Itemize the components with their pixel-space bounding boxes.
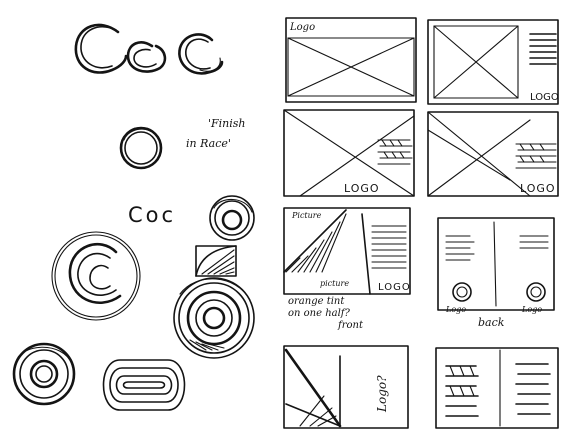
- panel-5-note-line-1: orange tint: [288, 296, 345, 307]
- panel-5-note-line-2: on one half?: [288, 308, 350, 319]
- coc-wordmark-sketch-large: [74, 23, 224, 75]
- swirl-mark-sketch-small: [209, 195, 255, 241]
- panel-4-logo-label: LOGO: [520, 182, 556, 195]
- note-line-1: 'Finish: [208, 117, 246, 130]
- panel-6-logo-label-right: Logo: [521, 305, 542, 314]
- panel-5-logo-label: LOGO: [378, 282, 411, 293]
- right-page: Logo LOGO LOGO LOGO: [283, 17, 559, 429]
- thumbnail-panel-7: Logo?: [283, 345, 409, 429]
- panel-1-logo-label: Logo: [289, 22, 315, 33]
- thumbnail-panel-2: LOGO: [427, 19, 559, 105]
- thumbnail-panel-5-front: Picture picture LOGO: [283, 207, 411, 295]
- thumbnail-panel-6-back: Logo Logo: [437, 217, 555, 314]
- hatched-quarter-sketch: [195, 245, 237, 277]
- coc-wordmark-small: Coc: [128, 203, 176, 227]
- thumbnail-panel-8: [435, 347, 559, 429]
- panel-6-back-label: back: [478, 316, 505, 329]
- panel-7-logo-label: Logo?: [375, 375, 389, 413]
- bullseye-mark-sketch: [12, 342, 76, 406]
- ring-mark-sketch: [119, 126, 163, 170]
- thumbnail-panel-1: Logo: [285, 17, 417, 103]
- c-spiral-mark-sketch: [51, 231, 141, 321]
- panel-5-picture-top: Picture: [291, 211, 322, 220]
- race-track-mark-sketch: [102, 359, 186, 411]
- thumbnail-panel-3: LOGO: [283, 109, 415, 197]
- note-line-2: in Race': [186, 137, 231, 150]
- layered-ring-mark-sketch: [173, 277, 255, 359]
- panel-3-logo-label: LOGO: [344, 182, 380, 195]
- left-page: 'Finish in Race' Coc: [12, 23, 255, 411]
- panel-5-note-line-3: front: [337, 320, 364, 331]
- panel-5-picture-bottom: picture: [320, 279, 349, 288]
- panel-6-logo-label-left: Logo: [445, 305, 466, 314]
- thumbnail-panel-4: LOGO: [427, 111, 559, 197]
- panel-2-logo-label: LOGO: [530, 92, 559, 103]
